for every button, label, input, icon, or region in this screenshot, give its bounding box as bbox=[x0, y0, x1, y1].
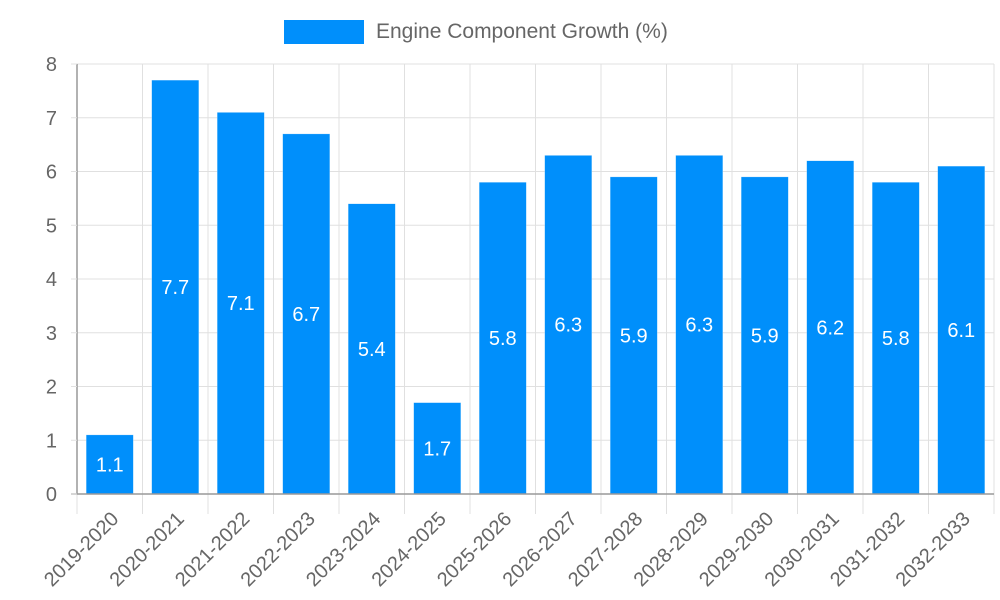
bar[interactable] bbox=[85, 434, 134, 495]
bar[interactable] bbox=[347, 203, 396, 495]
y-tick-label: 6 bbox=[46, 162, 57, 184]
legend-swatch bbox=[284, 20, 364, 44]
bar-series bbox=[85, 79, 986, 495]
bar-value-label: 6.2 bbox=[816, 317, 844, 339]
bar[interactable] bbox=[740, 176, 789, 495]
y-tick-label: 3 bbox=[46, 323, 57, 345]
bar[interactable] bbox=[675, 155, 724, 495]
bar-value-label: 7.1 bbox=[227, 293, 255, 315]
data-labels: 1.1 7.7 7.1 6.7 5.4 1.7 5.8 6.3 5.9 6.3 5.9 6.2 5.8 6… bbox=[96, 277, 975, 476]
bar[interactable] bbox=[806, 160, 855, 495]
y-tick-label: 5 bbox=[46, 215, 57, 237]
grid-lines bbox=[76, 63, 995, 514]
bar-value-label: 6.1 bbox=[947, 320, 975, 342]
bar[interactable] bbox=[937, 165, 986, 495]
bar-value-label: 5.9 bbox=[751, 325, 779, 347]
bar-value-label: 5.9 bbox=[620, 325, 648, 347]
x-axis-ticks: 2019-20202020-20212021-20222022-20232023… bbox=[40, 508, 975, 591]
bar[interactable] bbox=[478, 182, 527, 495]
y-tick-label: 1 bbox=[46, 430, 57, 452]
legend-label: Engine Component Growth (%) bbox=[376, 20, 668, 43]
y-tick-label: 7 bbox=[46, 108, 57, 130]
bar-value-label: 1.1 bbox=[96, 454, 124, 476]
bar-value-label: 5.4 bbox=[358, 339, 386, 361]
bar[interactable] bbox=[609, 176, 658, 495]
bar-value-label: 6.3 bbox=[685, 315, 713, 337]
bar-value-label: 5.8 bbox=[882, 328, 910, 350]
y-tick-label: 8 bbox=[46, 54, 57, 76]
bar[interactable] bbox=[216, 112, 265, 495]
bar-value-label: 5.8 bbox=[489, 328, 517, 350]
bar-value-label: 7.7 bbox=[161, 277, 189, 299]
y-tick-label: 2 bbox=[46, 377, 57, 399]
y-axis-ticks: 0 1 2 3 4 5 6 7 8 bbox=[46, 54, 77, 506]
chart-legend[interactable]: Engine Component Growth (%) bbox=[284, 18, 668, 46]
bar-value-label: 1.7 bbox=[423, 438, 451, 460]
bar-value-label: 6.7 bbox=[292, 304, 320, 326]
bar[interactable] bbox=[871, 182, 920, 495]
bar[interactable] bbox=[544, 155, 593, 495]
bar[interactable] bbox=[151, 79, 200, 495]
bar[interactable] bbox=[413, 402, 462, 495]
bar-value-label: 6.3 bbox=[554, 315, 582, 337]
y-tick-label: 4 bbox=[46, 269, 57, 291]
y-tick-label: 0 bbox=[46, 484, 57, 506]
